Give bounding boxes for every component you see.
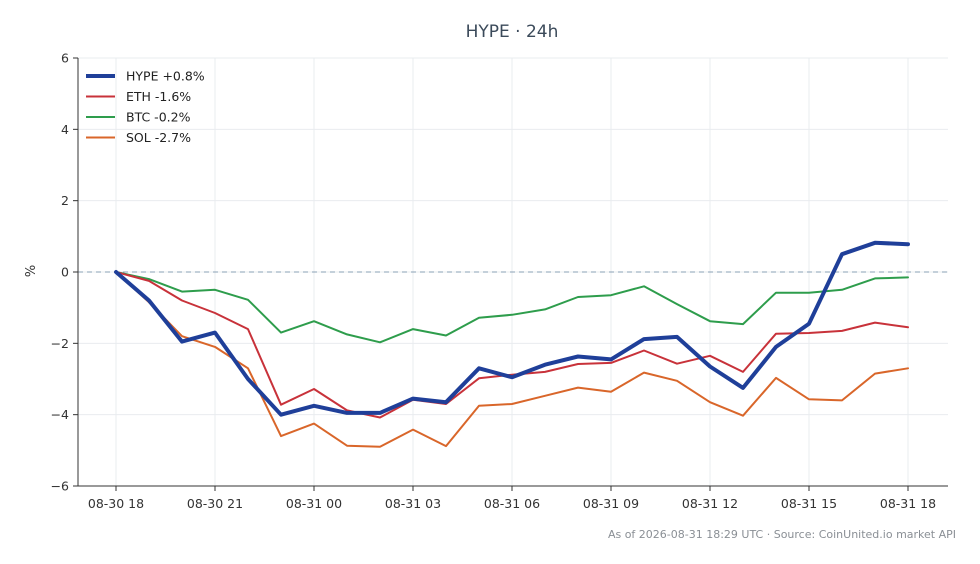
y-tick-label: 4 <box>61 122 69 137</box>
x-tick-label: 08-31 18 <box>880 496 936 511</box>
y-tick-label: 0 <box>61 265 69 280</box>
x-tick-label: 08-31 09 <box>583 496 639 511</box>
x-tick-label: 08-30 18 <box>88 496 144 511</box>
x-tick-label: 08-31 00 <box>286 496 342 511</box>
series-line-sol <box>115 271 909 448</box>
legend-label-btc: BTC -0.2% <box>126 110 191 125</box>
y-tick-label: 6 <box>61 51 69 66</box>
x-tick-label: 08-31 12 <box>682 496 738 511</box>
series-line-btc <box>115 271 909 344</box>
legend-label-sol: SOL -2.7% <box>126 130 191 145</box>
series-lines <box>114 240 910 448</box>
y-tick-label: −4 <box>51 407 69 422</box>
x-tick-labels: 08-30 18 08-30 21 08-31 00 08-31 03 08-31 06… <box>88 486 936 511</box>
y-tick-label: −2 <box>51 336 69 351</box>
y-tick-labels: −6 −4 −2 0 2 4 6 <box>51 51 78 494</box>
x-tick-label: 08-30 21 <box>187 496 243 511</box>
y-tick-label: −6 <box>51 479 69 494</box>
series-line-eth <box>115 271 909 419</box>
legend-label-hype: HYPE +0.8% <box>126 69 205 84</box>
chart-title: HYPE · 24h <box>466 22 559 42</box>
x-tick-label: 08-31 15 <box>781 496 837 511</box>
y-axis-label: % <box>24 265 39 277</box>
legend: HYPE +0.8% ETH -1.6% BTC -0.2% SOL -2.7% <box>86 69 205 145</box>
series-line-hype <box>114 240 910 417</box>
x-tick-label: 08-31 06 <box>484 496 540 511</box>
source-footer: As of 2026-08-31 18:29 UTC · Source: Coi… <box>608 528 956 541</box>
legend-label-eth: ETH -1.6% <box>126 89 191 104</box>
y-tick-label: 2 <box>61 193 69 208</box>
x-tick-label: 08-31 03 <box>385 496 441 511</box>
